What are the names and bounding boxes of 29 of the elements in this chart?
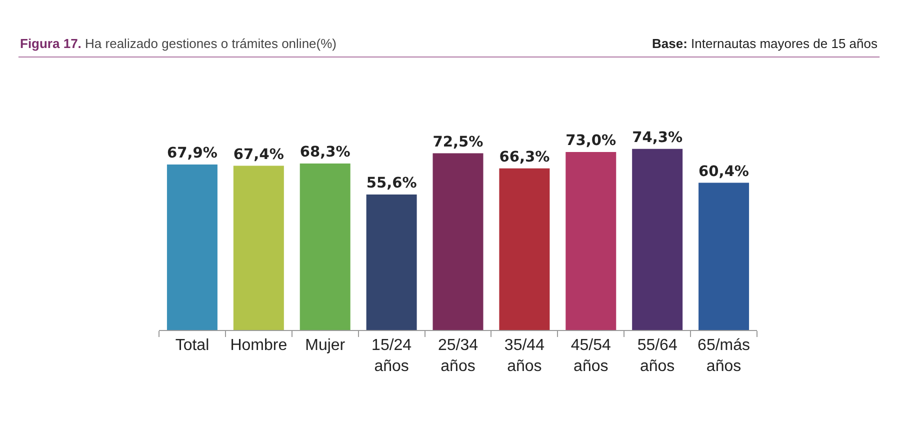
- x-tick-label: 15/24 años: [372, 337, 412, 375]
- bar: [233, 166, 284, 330]
- x-tick-label: Total: [175, 337, 210, 354]
- data-label: 60,4%: [698, 162, 750, 180]
- x-tick-label: 25/34 años: [438, 337, 478, 375]
- x-tick-label: 35/44 años: [504, 337, 545, 375]
- data-label: 68,3%: [300, 144, 351, 161]
- x-tick-label: Mujer: [305, 337, 346, 354]
- x-tick-label: 65/más años: [698, 337, 750, 375]
- chart-subtitle: Base: Internautas mayores de 15 años: [652, 36, 878, 51]
- bar: [166, 164, 218, 330]
- bar: [499, 168, 550, 330]
- x-tick-label: 55/64 años: [637, 337, 678, 375]
- chart-title: Figura 17. Ha realizado gestiones o trámites online(%): [20, 36, 336, 51]
- bar: [698, 182, 750, 330]
- data-label: 74,3%: [632, 128, 683, 146]
- x-tick-label: 45/54 años: [570, 337, 612, 375]
- data-label: 73,0%: [566, 132, 617, 150]
- bar: [366, 194, 417, 330]
- bar: [300, 164, 350, 330]
- data-label: 66,3%: [499, 148, 550, 166]
- bar: [566, 152, 616, 330]
- data-label: 55,6%: [366, 174, 418, 192]
- x-tick-label: Hombre: [230, 337, 288, 354]
- data-label: 67,9%: [166, 144, 218, 162]
- data-label: 72,5%: [432, 133, 484, 150]
- data-label: 67,4%: [233, 146, 284, 163]
- bar: [432, 153, 484, 330]
- bar: [632, 148, 683, 330]
